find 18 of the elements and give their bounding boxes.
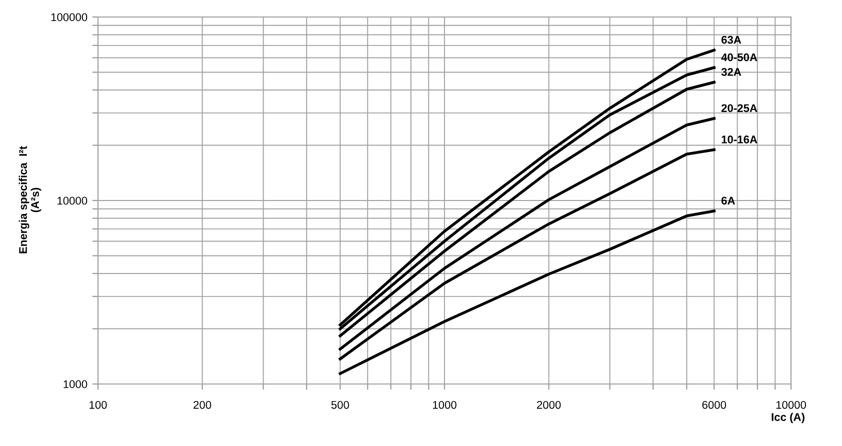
y-axis-title: Energia specifica I²t (A²s): [18, 146, 42, 254]
series-label: 32A: [721, 68, 742, 76]
series-label: 40-50A: [721, 53, 758, 62]
series-label: 20-25A: [721, 104, 758, 112]
series-label: 6A: [721, 196, 735, 205]
x-tick-label: 200: [194, 400, 212, 409]
y-tick-label: 100000: [51, 13, 88, 22]
x-axis-title: Icc (A): [772, 412, 804, 424]
x-tick-label: 500: [331, 400, 350, 409]
series-label: 10-16A: [722, 136, 758, 144]
y-tick-label: 10000: [58, 196, 88, 205]
x-tick-label: 6000: [702, 400, 726, 409]
x-tick-label: 2000: [537, 400, 561, 409]
series-label: 63A: [721, 36, 742, 44]
x-tick-label: 100: [90, 400, 107, 409]
x-tick-label: 1000: [432, 400, 456, 409]
y-tick-label: 1000: [64, 380, 88, 388]
x-tick-label: 10000: [776, 400, 806, 409]
